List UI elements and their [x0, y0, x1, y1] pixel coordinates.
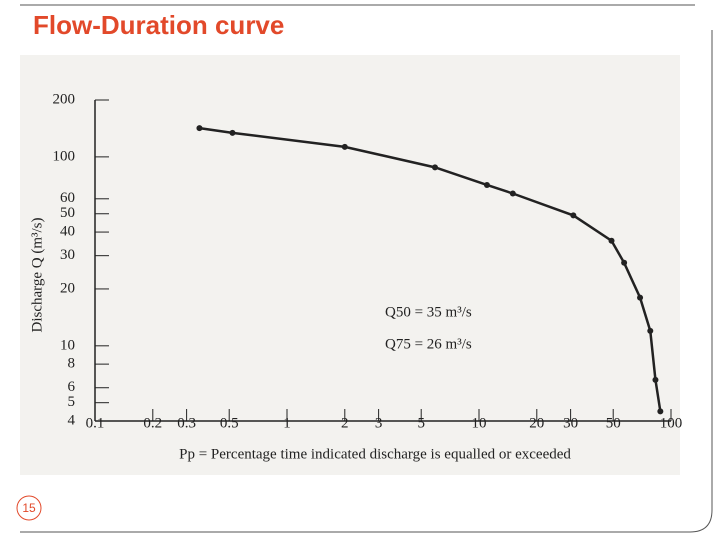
- data-point: [341, 143, 348, 150]
- x-tick-label: 5: [417, 415, 425, 431]
- y-tick-label: 20: [60, 280, 75, 296]
- y-tick-label: 200: [53, 91, 76, 107]
- data-point: [608, 237, 615, 244]
- annotation: Q75 = 26 m³/s: [385, 336, 472, 352]
- y-axis-label: Discharge Q (m³/s): [29, 217, 45, 332]
- y-tick-label: 5: [68, 394, 76, 410]
- data-point: [509, 190, 516, 197]
- data-point: [652, 376, 659, 383]
- y-tick-label: 40: [60, 223, 75, 239]
- x-axis-label: Pp = Percentage time indicated discharge…: [179, 446, 571, 462]
- data-point: [483, 181, 490, 188]
- y-tick-label: 8: [68, 356, 76, 372]
- x-tick-label: 3: [375, 415, 383, 431]
- x-tick-label: 0.2: [143, 415, 162, 431]
- data-point: [647, 327, 654, 334]
- y-tick-label: 60: [60, 190, 75, 206]
- y-tick-label: 6: [68, 379, 76, 395]
- x-tick-label: 1: [283, 415, 291, 431]
- page-badge: [16, 495, 42, 521]
- annotation: Q50 = 35 m³/s: [385, 304, 472, 320]
- data-point: [196, 125, 203, 132]
- y-tick-label: 10: [60, 337, 75, 353]
- y-tick-label: 4: [68, 412, 76, 428]
- y-tick-label: 50: [60, 205, 75, 221]
- y-tick-label: 30: [60, 247, 75, 263]
- x-tick-label: 50: [606, 415, 621, 431]
- y-tick-label: 100: [53, 148, 76, 164]
- data-point: [621, 259, 628, 266]
- data-point: [637, 294, 644, 301]
- data-point: [657, 408, 664, 415]
- page-number: 15: [22, 501, 36, 515]
- x-tick-label: 20: [529, 415, 544, 431]
- data-point: [229, 129, 236, 136]
- data-point: [432, 164, 439, 171]
- x-tick-label: 30: [563, 415, 578, 431]
- x-tick-label: 100: [660, 415, 683, 431]
- frame: [20, 30, 713, 533]
- x-tick-label: 0.3: [177, 415, 196, 431]
- slide-title: Flow-Duration curve: [33, 10, 284, 40]
- x-tick-label: 2: [341, 415, 349, 431]
- data-point: [570, 212, 577, 219]
- x-tick-label: 0.1: [86, 415, 105, 431]
- x-tick-label: 0.5: [220, 415, 239, 431]
- scan-background: [20, 55, 680, 475]
- x-tick-label: 10: [472, 415, 487, 431]
